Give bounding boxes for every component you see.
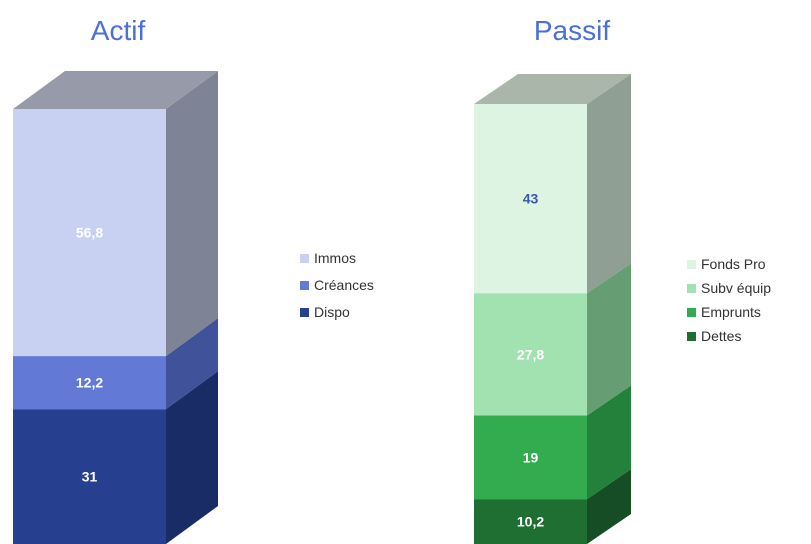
passif-segment-subv-quip-side [587, 263, 631, 416]
passif-legend-label-fonds-pro: Fonds Pro [701, 256, 766, 272]
actif-segment-cr-ances-front [13, 356, 166, 410]
passif-segment-dettes-side [587, 469, 631, 544]
passif-title: Passif [534, 15, 610, 46]
passif-legend-label-dettes: Dettes [701, 328, 741, 344]
actif-legend-label-cr-ances: Créances [314, 277, 374, 293]
passif-segment-fonds-pro-front [474, 104, 587, 294]
passif-label-dettes: 10,2 [517, 514, 544, 530]
passif-chart: Passif 10,2 19 27,8 43 Fonds Pro Subv équip Emp… [474, 15, 771, 544]
passif-legend-swatch-dettes [687, 332, 696, 341]
actif-legend-swatch-cr-ances [300, 281, 309, 290]
passif-segment-fonds-pro-side [587, 74, 631, 294]
actif-legend: Immos Créances Dispo [300, 250, 374, 320]
actif-legend-swatch-immos [300, 254, 309, 263]
passif-label-emprunts: 19 [523, 449, 539, 465]
passif-label-fonds-pro: 43 [523, 191, 539, 207]
passif-label-subv-quip: 27,8 [517, 346, 544, 362]
actif-column-top [13, 71, 218, 109]
passif-segment-subv-quip-front [474, 293, 587, 416]
actif-label-dispo: 31 [82, 469, 98, 485]
passif-legend-swatch-fonds-pro [687, 260, 696, 269]
actif-legend-label-dispo: Dispo [314, 304, 350, 320]
actif-segment-immos-front [13, 109, 166, 357]
passif-segment-emprunts-side [587, 385, 631, 500]
actif-title: Actif [91, 15, 146, 46]
passif-legend-label-subv-quip: Subv équip [701, 280, 771, 296]
actif-legend-swatch-dispo [300, 308, 309, 317]
actif-chart: Actif 31 12,2 56,8 Immos Créances Dispo [13, 15, 374, 544]
actif-label-cr-ances: 12,2 [76, 375, 103, 391]
actif-label-immos: 56,8 [76, 225, 103, 241]
passif-segment-emprunts-front [474, 415, 587, 500]
actif-segment-cr-ances-side [166, 318, 218, 410]
passif-legend: Fonds Pro Subv équip Emprunts Dettes [687, 256, 771, 344]
actif-segment-dispo-front [13, 409, 166, 544]
actif-segment-immos-side [166, 71, 218, 357]
passif-legend-swatch-subv-quip [687, 284, 696, 293]
passif-legend-swatch-emprunts [687, 308, 696, 317]
passif-segment-dettes-front [474, 499, 587, 544]
passif-column-top [474, 74, 631, 104]
actif-legend-label-immos: Immos [314, 250, 356, 266]
actif-segment-dispo-side [166, 371, 218, 544]
passif-legend-label-emprunts: Emprunts [701, 304, 761, 320]
